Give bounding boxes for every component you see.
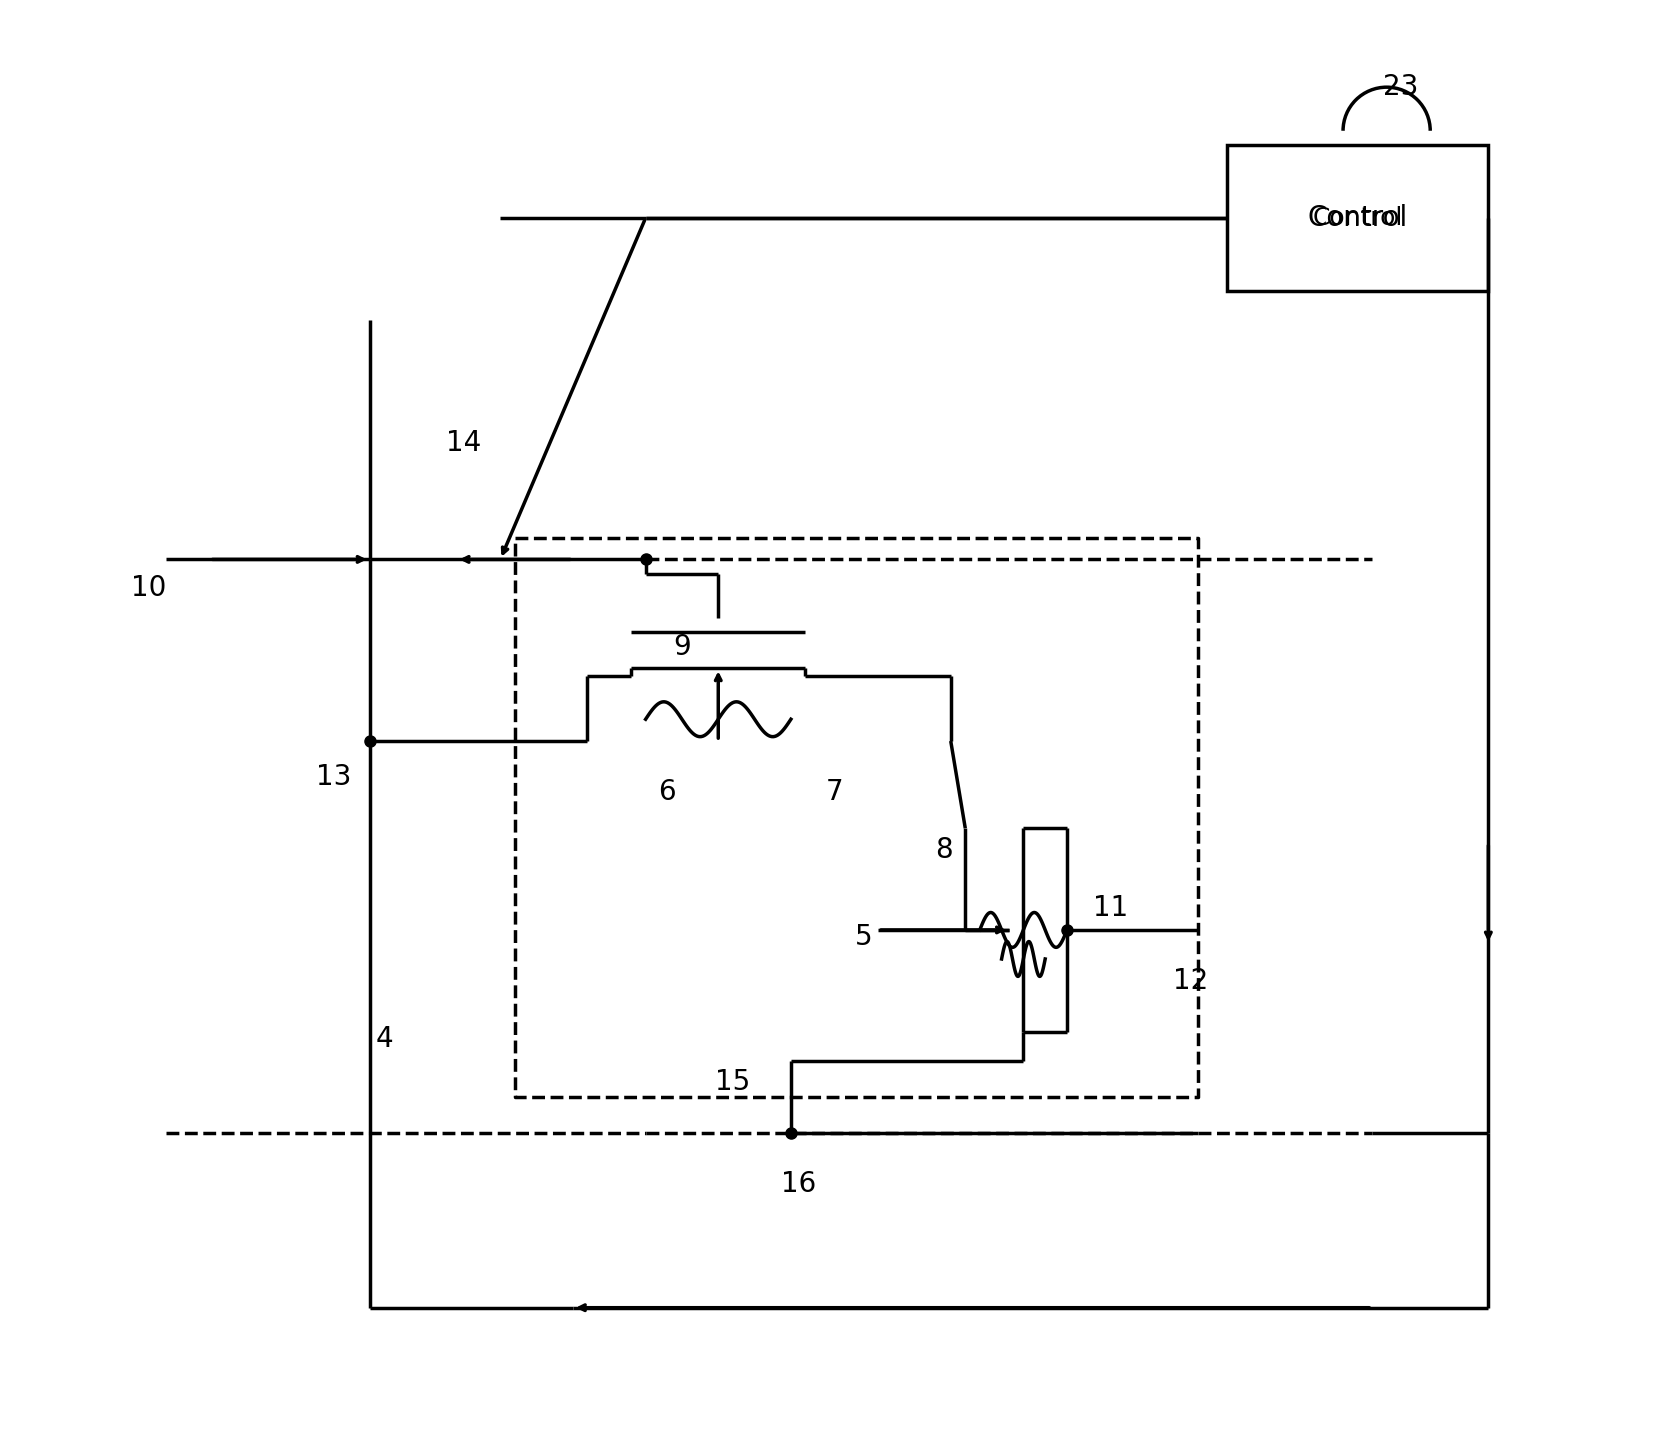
Text: Control: Control — [1312, 206, 1402, 230]
Text: 12: 12 — [1173, 966, 1208, 995]
Text: 9: 9 — [673, 632, 691, 661]
Text: 7: 7 — [826, 777, 843, 806]
Text: 6: 6 — [659, 777, 676, 806]
Text: 5: 5 — [855, 923, 873, 952]
Text: 8: 8 — [935, 835, 953, 865]
Bar — [1227, 145, 1489, 291]
Text: 23: 23 — [1384, 73, 1419, 102]
Text: 13: 13 — [315, 763, 350, 792]
Text: 10: 10 — [130, 574, 167, 603]
Text: 15: 15 — [714, 1068, 751, 1097]
Text: 16: 16 — [781, 1170, 816, 1199]
Text: 11: 11 — [1093, 894, 1128, 923]
Text: 14: 14 — [446, 429, 482, 458]
Text: 4: 4 — [376, 1024, 392, 1053]
Text: Control: Control — [1307, 203, 1407, 232]
